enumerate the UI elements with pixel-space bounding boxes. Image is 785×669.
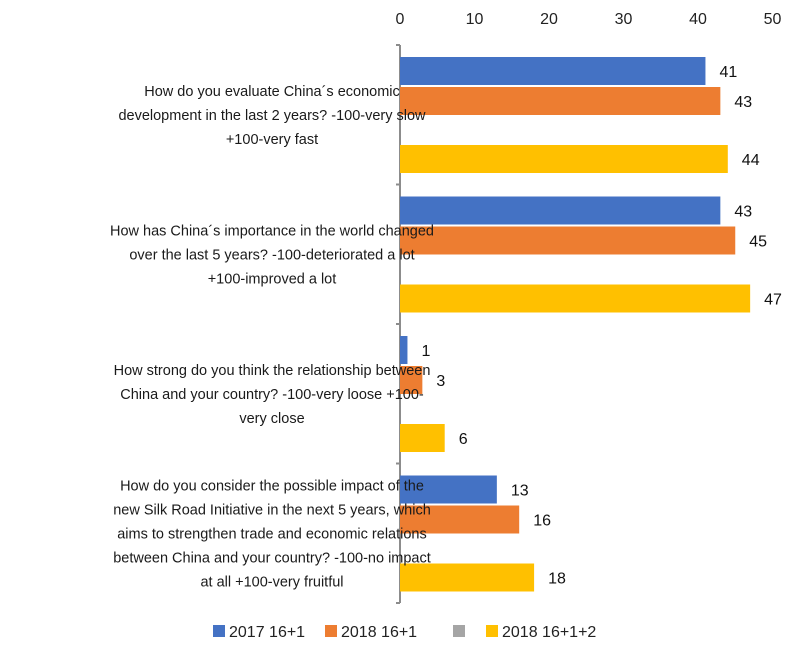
category-label: China and your country? -100-very loose … [120, 387, 424, 403]
legend-label: 2017 16+1 [229, 624, 305, 641]
category-label: How do you evaluate China´s economic [144, 84, 400, 100]
bar [400, 145, 728, 173]
legend-swatch [213, 625, 225, 637]
x-tick-label: 0 [396, 11, 405, 28]
bar [400, 366, 423, 394]
data-label: 16 [533, 513, 551, 530]
category-label: at all +100-very fruitful [200, 574, 343, 590]
data-label: 18 [548, 571, 566, 588]
data-label: 13 [511, 483, 529, 500]
category-label: over the last 5 years? -100-deteriorated… [129, 247, 414, 263]
legend-label: 2018 16+1 [341, 624, 417, 641]
x-tick-label: 30 [615, 11, 633, 28]
category-label: +100-very fast [226, 132, 318, 148]
data-label: 43 [734, 204, 752, 221]
category-label: very close [239, 411, 304, 427]
data-label: 47 [764, 292, 782, 309]
category-label: aims to strengthen trade and economic re… [117, 526, 427, 542]
bar [400, 284, 751, 313]
bar [400, 57, 706, 85]
bar [400, 475, 497, 504]
category-label: How strong do you think the relationship… [114, 363, 431, 379]
x-tick-label: 10 [466, 11, 484, 28]
data-label: 41 [719, 64, 737, 81]
x-tick-label: 40 [689, 11, 707, 28]
data-label: 3 [436, 373, 445, 390]
x-tick-label: 20 [540, 11, 558, 28]
bar [400, 563, 535, 592]
legend-swatch [325, 625, 337, 637]
data-label: 44 [742, 152, 760, 169]
data-label: 1 [421, 343, 430, 360]
bar [400, 87, 721, 115]
x-tick-label: 50 [764, 11, 782, 28]
category-label: How has China´s importance in the world … [110, 223, 434, 239]
bar [400, 505, 520, 534]
category-label: development in the last 2 years? -100-ve… [118, 108, 426, 124]
bar [400, 196, 721, 225]
data-label: 45 [749, 234, 767, 251]
bar [400, 424, 445, 452]
legend-swatch [453, 625, 465, 637]
bar [400, 336, 408, 364]
bar [400, 226, 736, 255]
category-label: How do you consider the possible impact … [120, 478, 424, 494]
category-label: between China and your country? -100-no … [113, 550, 431, 566]
data-label: 6 [459, 431, 468, 448]
category-label: new Silk Road Initiative in the next 5 y… [113, 502, 431, 518]
data-label: 43 [734, 94, 752, 111]
legend-swatch [486, 625, 498, 637]
legend-label: 2018 16+1+2 [502, 624, 596, 641]
category-label: +100-improved a lot [208, 271, 337, 287]
